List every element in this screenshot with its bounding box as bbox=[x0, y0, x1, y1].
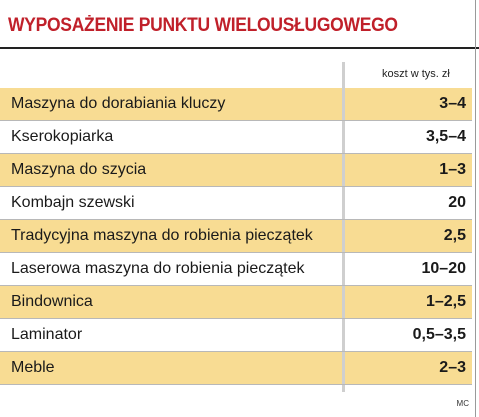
frame-border bbox=[475, 0, 476, 417]
row-value: 3–4 bbox=[345, 88, 472, 120]
column-separator bbox=[342, 62, 345, 392]
table-row: Maszyna do szycia 1–3 bbox=[0, 154, 472, 187]
table-row: Maszyna do dorabiania kluczy 3–4 bbox=[0, 88, 472, 121]
row-label: Maszyna do dorabiania kluczy bbox=[0, 88, 342, 120]
source-credit: MC bbox=[456, 399, 469, 408]
row-value: 3,5–4 bbox=[425, 128, 466, 145]
cost-table: Maszyna do dorabiania kluczy 3–4 Kserokopi… bbox=[0, 88, 472, 385]
unit-label: koszt w tys. zł bbox=[382, 68, 450, 80]
row-label: Laserowa maszyna do robienia pieczątek bbox=[11, 260, 305, 277]
chart-title: WYPOSAŻENIE PUNKTU WIELOUSŁUGOWEGO bbox=[8, 15, 398, 36]
table-row: Meble 2–3 bbox=[0, 352, 472, 385]
row-value: 2,5 bbox=[345, 220, 472, 252]
table-row: Tradycyjna maszyna do robienia pieczątek… bbox=[0, 220, 472, 253]
table-row: Kombajn szewski 20 bbox=[0, 187, 472, 220]
row-value: 1–2,5 bbox=[345, 286, 472, 318]
table-row: Laminator 0,5–3,5 bbox=[0, 319, 472, 352]
row-value: 2–3 bbox=[345, 352, 472, 384]
table-row: Bindownica 1–2,5 bbox=[0, 286, 472, 319]
row-label: Tradycyjna maszyna do robienia pieczątek bbox=[0, 220, 342, 252]
row-value: 20 bbox=[448, 194, 466, 211]
row-label: Bindownica bbox=[0, 286, 342, 318]
row-value: 10–20 bbox=[421, 260, 467, 277]
table-row: Laserowa maszyna do robienia pieczątek 10… bbox=[0, 253, 472, 286]
row-label: Kserokopiarka bbox=[11, 128, 114, 145]
row-label: Meble bbox=[0, 352, 342, 384]
row-value: 0,5–3,5 bbox=[412, 326, 466, 343]
row-label: Maszyna do szycia bbox=[0, 154, 342, 186]
row-label: Kombajn szewski bbox=[11, 194, 135, 211]
title-rule bbox=[0, 47, 479, 49]
row-value: 1–3 bbox=[345, 154, 472, 186]
row-label: Laminator bbox=[11, 326, 83, 343]
table-row: Kserokopiarka 3,5–4 bbox=[0, 121, 472, 154]
